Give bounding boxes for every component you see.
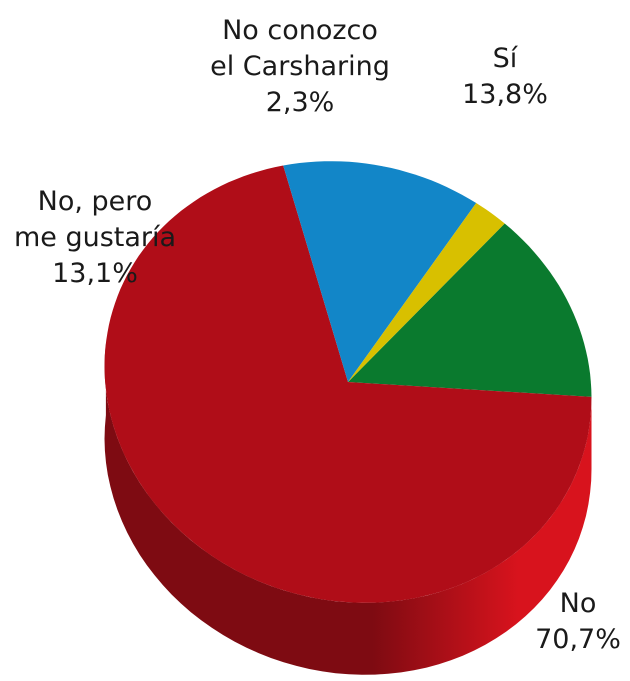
slice-name-label: No conozco [222, 15, 378, 46]
slice-value-label: 13,8% [462, 79, 548, 110]
slice-label-3: No conozco el Carsharing 2,3% [210, 15, 390, 118]
pie-slice-2 [283, 161, 477, 382]
slice-labels: Sí 13,8%No 70,7%No, pero me gustaría 13,1%No… [14, 15, 621, 655]
slice-label-2: No, pero me gustaría 13,1% [14, 186, 176, 289]
pie-slice-0 [348, 223, 592, 397]
slice-value-label: 13,1% [52, 258, 138, 289]
slice-label-1: No 70,7% [535, 588, 621, 655]
slice-label-0: Sí 13,8% [462, 43, 548, 110]
slice-value-label: 2,3% [266, 87, 335, 118]
pie-slice-1 [104, 165, 592, 603]
slice-name-label: me gustaría [14, 222, 176, 253]
pie-slice-3 [348, 203, 505, 382]
pie-side-wall [104, 343, 592, 675]
slice-name-label: No [560, 588, 597, 619]
slice-name-label: Sí [493, 43, 519, 74]
pie-side-layer [104, 343, 592, 675]
pie-top-layer [104, 161, 592, 603]
slice-value-label: 70,7% [535, 624, 621, 655]
slice-name-label: el Carsharing [210, 51, 390, 82]
slice-name-label: No, pero [38, 186, 153, 217]
